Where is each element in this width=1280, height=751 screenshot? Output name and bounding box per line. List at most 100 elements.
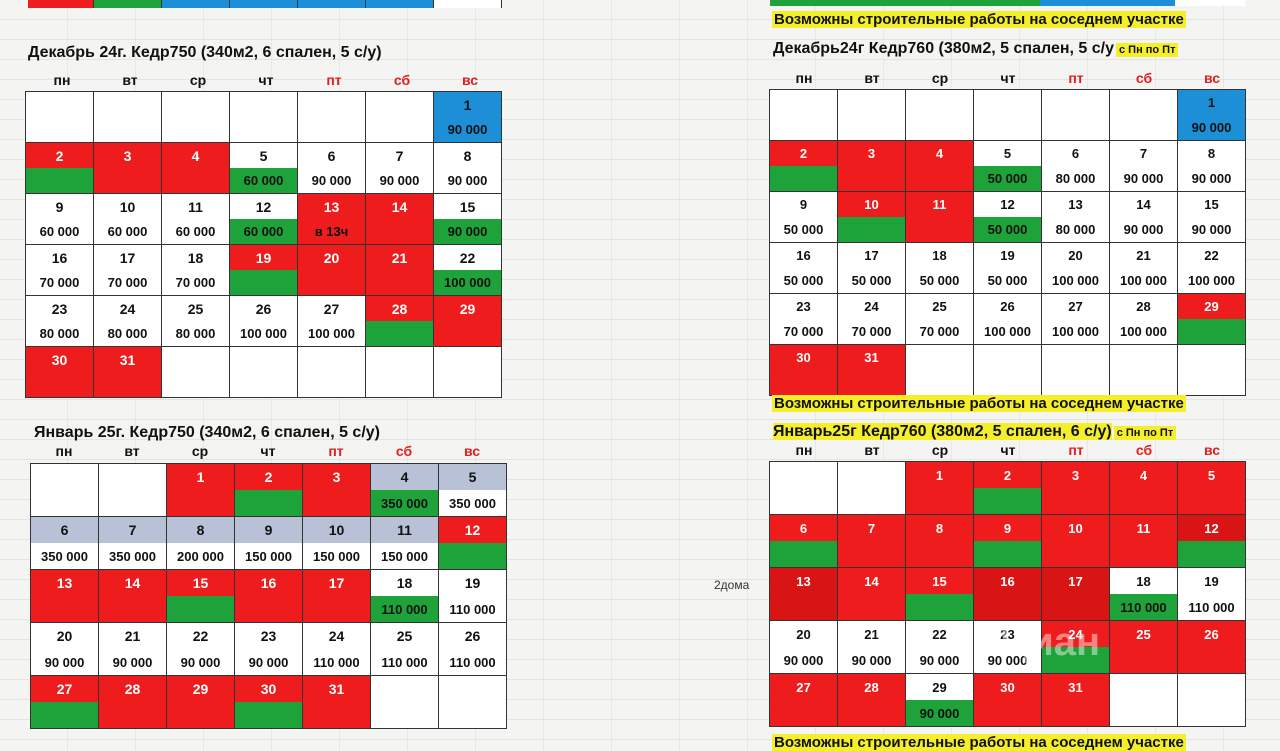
day-number: 5 <box>1003 146 1012 161</box>
day-cell-30: 30 <box>770 345 838 396</box>
day-price: 110 000 <box>1188 599 1235 615</box>
cell-top-fill <box>1178 90 1245 115</box>
top-partial-cell <box>298 0 366 8</box>
day-cell-18: 18 110 000 <box>1110 568 1178 621</box>
cell-bottom-fill <box>1178 647 1245 673</box>
cell-bottom-fill <box>434 270 501 295</box>
day-price <box>439 702 506 728</box>
cell-top-fill <box>167 517 234 543</box>
day-number <box>230 92 297 117</box>
day-number: 21 <box>391 249 408 266</box>
cell-top-fill <box>99 517 166 543</box>
day-price: 90 000 <box>1123 171 1164 186</box>
day-price <box>1110 115 1177 140</box>
empty-cell <box>770 462 838 515</box>
day-number: 30 <box>796 350 811 365</box>
day-price <box>1110 488 1177 514</box>
day-price <box>770 541 837 567</box>
day-number <box>838 90 905 115</box>
day-cell-4: 4 350 000 <box>371 464 439 517</box>
cell-top-fill <box>31 676 98 702</box>
day-cell-16: 16 <box>235 570 303 623</box>
empty-cell <box>1042 345 1110 396</box>
cell-top-fill <box>1178 462 1245 488</box>
cell-bottom-fill <box>906 217 973 242</box>
day-cell-13: 13 <box>31 570 99 623</box>
weekday-label: пн <box>55 443 73 459</box>
day-number: 10 <box>328 522 345 538</box>
day-cell-23: 23 80 000 <box>26 296 94 347</box>
cell-bottom-fill <box>974 700 1041 726</box>
day-cell-12: 12 60 000 <box>230 194 298 245</box>
cell-top-fill <box>99 570 166 596</box>
empty-cell <box>26 92 94 143</box>
weekday-label: вс <box>1203 442 1221 458</box>
day-price <box>1110 647 1177 673</box>
day-price <box>303 490 370 516</box>
day-cell-31: 31 <box>303 676 371 729</box>
day-cell-25: 25 <box>1110 621 1178 674</box>
day-number: 27 <box>56 681 73 697</box>
day-cell-19: 19 110 000 <box>1178 568 1246 621</box>
empty-cell <box>230 92 298 143</box>
weekday-header-jan760: пн вт ср чт пт сб вс <box>770 442 1246 458</box>
cell-top-fill <box>838 568 905 594</box>
day-number: 16 <box>1000 573 1015 589</box>
day-cell-7: 7 350 000 <box>99 517 167 570</box>
cell-top-fill <box>974 462 1041 488</box>
day-cell-19: 19 110 000 <box>439 570 507 623</box>
cell-top-fill <box>371 517 438 543</box>
day-number: 8 <box>463 147 472 164</box>
cell-top-fill <box>1042 515 1109 541</box>
day-price: 350 000 <box>109 548 156 564</box>
day-price <box>366 321 433 346</box>
cell-bottom-fill <box>366 321 433 346</box>
day-cell-5: 5 350 000 <box>439 464 507 517</box>
day-cell-4: 4 <box>1110 462 1178 515</box>
day-price <box>770 594 837 620</box>
day-cell-27: 27 100 000 <box>298 296 366 347</box>
cell-bottom-fill <box>906 594 973 620</box>
calendar-title-dec750: Декабрь 24г. Кедр750 (340м2, 6 спален, 5… <box>28 44 382 61</box>
day-number: 27 <box>1068 299 1083 314</box>
construction-note-bottom: Возможны строительные работы на соседнем… <box>772 734 1186 751</box>
top-partial-cell <box>366 0 434 8</box>
day-number: 12 <box>1204 520 1219 536</box>
cell-top-fill <box>1042 674 1109 700</box>
day-cell-17: 17 70 000 <box>94 245 162 296</box>
day-price: 90 000 <box>987 652 1028 668</box>
day-price: 70 000 <box>851 324 892 339</box>
day-number <box>974 345 1041 370</box>
day-cell-21: 21 90 000 <box>99 623 167 676</box>
day-cell-6: 6 80 000 <box>1042 141 1110 192</box>
weekday-header-jan750: пн вт ср чт пт сб вс <box>30 443 506 459</box>
day-cell-1: 1 <box>906 462 974 515</box>
day-number: 6 <box>799 520 808 536</box>
day-number: 26 <box>1204 626 1219 642</box>
cell-top-fill <box>366 245 433 270</box>
cell-top-fill <box>298 245 365 270</box>
cell-top-fill <box>94 143 161 168</box>
calendar-title-text: Январь25г Кедр760 (380м2, 5 спален, 6 с/… <box>773 423 1112 440</box>
cell-bottom-fill <box>366 270 433 295</box>
day-price: 110 000 <box>381 601 428 617</box>
day-price: 90 000 <box>783 652 824 668</box>
day-number: 30 <box>260 681 277 697</box>
day-price <box>838 370 905 395</box>
day-number: 1 <box>935 467 944 483</box>
day-number: 3 <box>1071 467 1080 483</box>
empty-cell <box>162 347 230 398</box>
cell-bottom-fill <box>298 270 365 295</box>
cell-bottom-fill <box>230 168 297 193</box>
weekday-header-dec750: пн вт ср чт пт сб вс <box>28 72 504 88</box>
day-number <box>31 464 98 490</box>
day-number: 25 <box>1136 626 1151 642</box>
day-number: 11 <box>397 522 412 538</box>
weekday-label: пн <box>795 442 813 458</box>
cell-bottom-fill <box>1178 115 1245 140</box>
cell-bottom-fill <box>974 594 1041 620</box>
day-number: 11 <box>188 198 203 215</box>
day-number: 25 <box>187 300 204 317</box>
day-price: 200 000 <box>177 548 224 564</box>
top-partial-cell <box>28 0 94 8</box>
